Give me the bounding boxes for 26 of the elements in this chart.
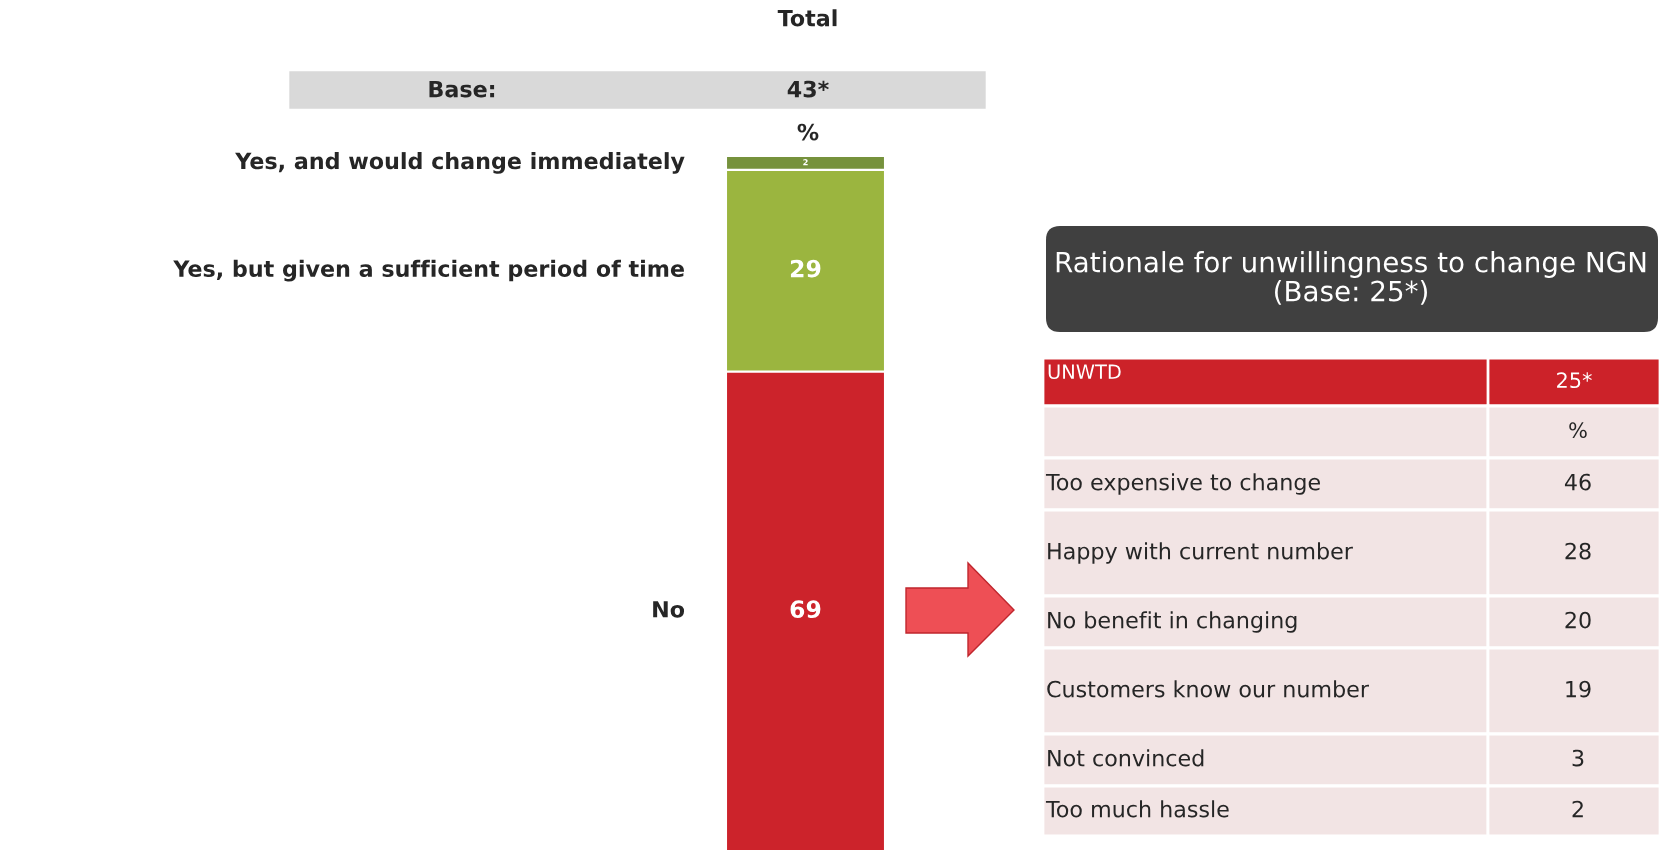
category-label: Too expensive to change	[1045, 473, 1320, 495]
text: 25*	[1557, 372, 1592, 389]
data-label: 2	[1572, 800, 1583, 818]
category-label: Too much hassle	[1045, 800, 1229, 818]
text: %	[797, 123, 819, 141]
data-label: 3	[1572, 749, 1584, 767]
data-label: 2	[803, 159, 808, 166]
series-label: Yes, and would change immediately	[235, 152, 685, 174]
text: %	[1569, 422, 1587, 439]
category-label: Customers know our number	[1047, 680, 1369, 698]
category-label: Happy with current number	[1048, 542, 1353, 564]
data-label: 28	[1565, 542, 1591, 560]
text: 43*	[787, 80, 829, 98]
text: Base:	[429, 80, 495, 98]
data-label: 20	[1565, 611, 1591, 629]
category-label: Not convinced	[1048, 749, 1204, 767]
chart-title: Total	[777, 9, 837, 27]
data-label: 29	[790, 259, 821, 278]
category-label: No benefit in changing	[1048, 611, 1297, 633]
text: UNWTD	[1048, 364, 1121, 380]
data-label: 19	[1566, 680, 1591, 698]
series-label: No	[653, 601, 685, 618]
text: Rationale for unwillingness to change NGN (Base: 25*)	[1056, 251, 1646, 305]
series-label: Yes, but given a sufficient period of time	[173, 259, 684, 282]
data-label: 69	[790, 600, 821, 619]
data-label: 46	[1564, 473, 1591, 491]
